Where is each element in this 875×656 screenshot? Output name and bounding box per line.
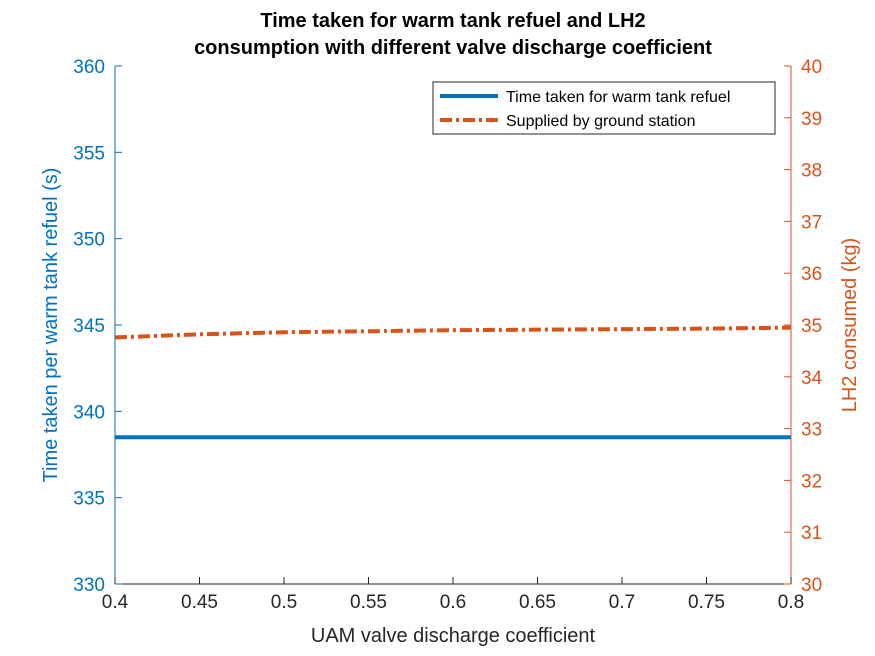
chart-title-line-2: consumption with different valve dischar… bbox=[194, 37, 712, 59]
y-left-tick-label: 345 bbox=[73, 316, 105, 337]
y-left-tick-label: 330 bbox=[73, 575, 105, 596]
y-left-tick-label: 340 bbox=[73, 402, 105, 423]
x-tick-label: 0.5 bbox=[271, 592, 297, 613]
x-tick-label: 0.4 bbox=[102, 592, 129, 613]
y-right-tick-label: 31 bbox=[801, 523, 822, 544]
x-tick-label: 0.45 bbox=[181, 592, 218, 613]
y-left-tick-label: 350 bbox=[73, 230, 105, 251]
y-right-tick-label: 32 bbox=[801, 471, 822, 492]
y-right-tick-label: 36 bbox=[801, 264, 822, 285]
y-right-tick-label: 37 bbox=[801, 212, 822, 233]
x-tick-label: 0.55 bbox=[350, 592, 387, 613]
y-right-tick-label: 30 bbox=[801, 575, 822, 596]
series-layer bbox=[114, 325, 792, 440]
axes-layer: 0.4 0.45 0.5 0.55 0.6 0.65 0.7 0.75 0.8 330 335 340… bbox=[73, 57, 822, 613]
x-axis-label: UAM valve discharge coefficient bbox=[311, 625, 596, 647]
legend-label-ground-station: Supplied by ground station bbox=[506, 113, 695, 130]
series-line-ground-station bbox=[114, 325, 792, 340]
x-tick-label: 0.75 bbox=[688, 592, 725, 613]
legend: Time taken for warm tank refuel Supplied… bbox=[432, 81, 776, 135]
y-right-tick-label: 33 bbox=[801, 420, 822, 441]
plot-area bbox=[115, 66, 791, 584]
x-tick-label: 0.6 bbox=[440, 592, 466, 613]
y-left-tick-label: 335 bbox=[73, 489, 105, 510]
y-axis-right-label: LH2 consumed (kg) bbox=[839, 238, 861, 413]
x-tick-label: 0.7 bbox=[609, 592, 635, 613]
x-tick-label: 0.8 bbox=[778, 592, 804, 613]
chart-title-line-1: Time taken for warm tank refuel and LH2 bbox=[260, 10, 645, 32]
legend-label-time-taken: Time taken for warm tank refuel bbox=[506, 89, 730, 106]
y-left-tick-label: 360 bbox=[73, 57, 105, 78]
y-right-tick-label: 34 bbox=[801, 368, 823, 389]
y-right-tick-label: 35 bbox=[801, 316, 822, 337]
y-axis-left-label: Time taken per warm tank refuel (s) bbox=[40, 168, 62, 483]
legend-box bbox=[432, 81, 776, 135]
y-right-tick-label: 39 bbox=[801, 109, 822, 130]
y-left-tick-label: 355 bbox=[73, 143, 105, 164]
y-right-tick-label: 38 bbox=[801, 161, 822, 182]
y-right-tick-label: 40 bbox=[801, 57, 822, 78]
x-tick-label: 0.65 bbox=[519, 592, 556, 613]
